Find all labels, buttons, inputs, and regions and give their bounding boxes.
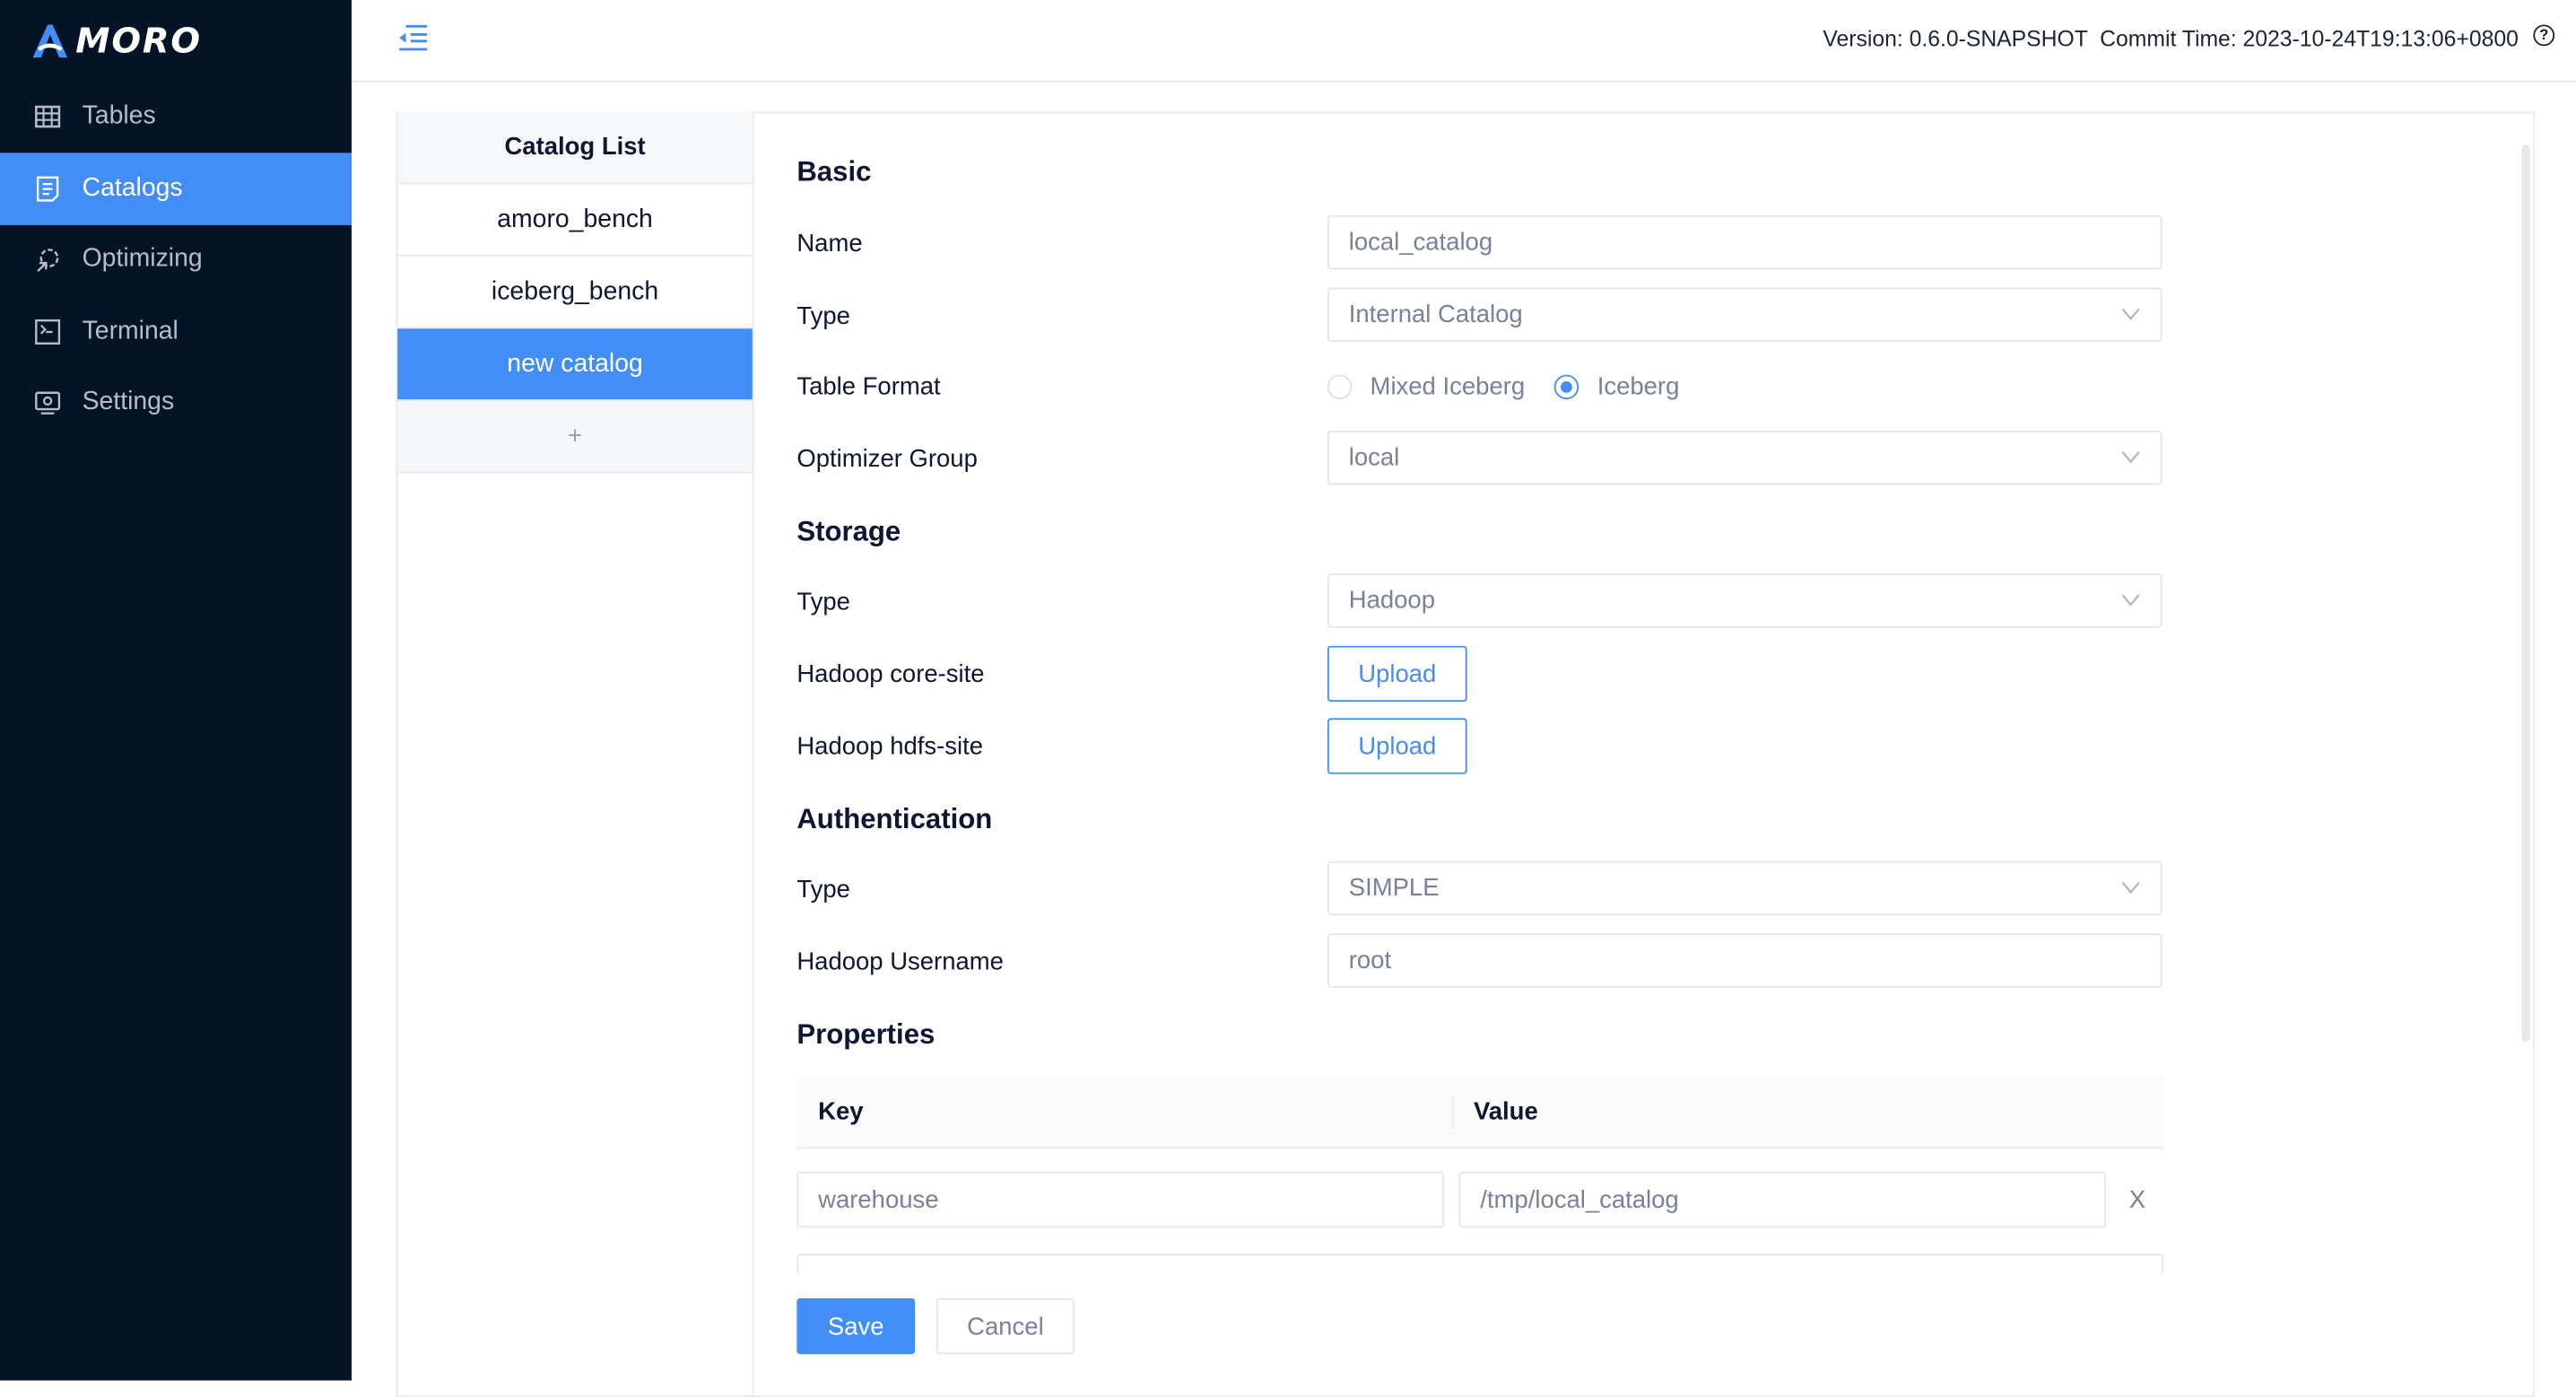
table-format-radio-group: Mixed Iceberg Iceberg bbox=[1327, 373, 1679, 401]
sidebar-item-label: Terminal bbox=[82, 317, 178, 345]
section-properties: Properties bbox=[796, 1018, 936, 1051]
name-label: Name bbox=[796, 230, 863, 258]
name-input[interactable]: local_catalog bbox=[1327, 214, 2163, 270]
radio-iceberg[interactable] bbox=[1554, 374, 1580, 400]
catalog-list-title: Catalog List bbox=[397, 111, 753, 185]
add-catalog-button[interactable]: + bbox=[397, 400, 753, 474]
header: Version: 0.6.0-SNAPSHOT Commit Time: 202… bbox=[351, 0, 2576, 83]
version-text: Version: 0.6.0-SNAPSHOT bbox=[1823, 26, 2088, 51]
logo[interactable]: MORO bbox=[30, 16, 202, 65]
scrollbar[interactable] bbox=[2521, 144, 2530, 1043]
chevron-down-icon bbox=[2121, 308, 2140, 321]
sidebar: MORO Tables Catalogs Optimizing Terminal… bbox=[0, 0, 352, 1381]
catalog-item[interactable]: iceberg_bench bbox=[397, 257, 753, 329]
menu-fold-icon[interactable] bbox=[396, 23, 429, 59]
chevron-down-icon bbox=[2121, 881, 2140, 895]
catalog-list: Catalog List amoro_bench iceberg_bench n… bbox=[396, 111, 754, 1394]
storage-type-value: Hadoop bbox=[1348, 586, 1435, 616]
auth-type-select[interactable]: SIMPLE bbox=[1327, 860, 2163, 916]
catalog-type-value: Internal Catalog bbox=[1348, 301, 1523, 329]
storage-type-label: Type bbox=[796, 588, 850, 616]
version-info: Version: 0.6.0-SNAPSHOT Commit Time: 202… bbox=[1823, 26, 2518, 50]
sidebar-item-tables[interactable]: Tables bbox=[0, 81, 352, 153]
optimizing-gear-icon bbox=[34, 247, 60, 273]
optimizer-group-value: local bbox=[1348, 443, 1400, 472]
hdfs-site-label: Hadoop hdfs-site bbox=[796, 732, 984, 762]
chevron-down-icon bbox=[2121, 450, 2140, 464]
key-header: Key bbox=[818, 1097, 864, 1126]
settings-icon bbox=[34, 389, 61, 415]
properties-table-header: Key Value bbox=[796, 1076, 2164, 1149]
column-divider bbox=[1452, 1096, 1454, 1130]
help-icon[interactable]: ? bbox=[2533, 24, 2555, 47]
core-site-label: Hadoop core-site bbox=[796, 660, 985, 689]
upload-core-site-button[interactable]: Upload bbox=[1327, 645, 1467, 703]
catalog-item[interactable]: amoro_bench bbox=[397, 184, 753, 257]
property-key: warehouse bbox=[818, 1185, 939, 1214]
commit-time: Commit Time: 2023-10-24T19:13:06+0800 bbox=[2100, 26, 2519, 51]
logo-text: MORO bbox=[75, 21, 202, 61]
sidebar-item-optimizing[interactable]: Optimizing bbox=[0, 223, 352, 296]
name-value: local_catalog bbox=[1348, 228, 1493, 257]
optimizer-group-select[interactable]: local bbox=[1327, 430, 2163, 485]
table-format-label: Table Format bbox=[796, 372, 941, 401]
sidebar-item-settings[interactable]: Settings bbox=[0, 366, 352, 439]
radio-mixed-iceberg[interactable] bbox=[1327, 374, 1353, 400]
add-property-row[interactable] bbox=[796, 1253, 2164, 1274]
catalog-icon bbox=[34, 176, 60, 202]
hadoop-username-input[interactable]: root bbox=[1327, 933, 2163, 988]
section-storage: Storage bbox=[796, 516, 901, 547]
sidebar-item-label: Tables bbox=[82, 101, 156, 130]
value-header: Value bbox=[1473, 1097, 1538, 1126]
amoro-logo-icon bbox=[32, 24, 68, 58]
radio-label: Mixed Iceberg bbox=[1370, 372, 1526, 401]
sidebar-item-label: Settings bbox=[82, 388, 175, 416]
catalog-item-selected[interactable]: new catalog bbox=[397, 328, 753, 401]
catalog-type-select[interactable]: Internal Catalog bbox=[1327, 287, 2163, 342]
sidebar-item-label: Catalogs bbox=[82, 174, 183, 203]
sidebar-item-terminal[interactable]: Terminal bbox=[0, 296, 352, 369]
property-key-input[interactable]: warehouse bbox=[796, 1171, 1444, 1228]
property-value-input[interactable]: /tmp/local_catalog bbox=[1458, 1171, 2107, 1228]
optimizer-group-label: Optimizer Group bbox=[796, 445, 978, 474]
remove-property-icon[interactable]: X bbox=[2128, 1186, 2146, 1215]
section-basic: Basic bbox=[796, 156, 872, 188]
auth-type-value: SIMPLE bbox=[1348, 874, 1440, 903]
radio-label: Iceberg bbox=[1597, 372, 1680, 401]
chevron-down-icon bbox=[2121, 594, 2140, 607]
terminal-icon bbox=[34, 319, 61, 345]
table-icon bbox=[34, 103, 61, 129]
hadoop-username-value: root bbox=[1348, 947, 1392, 975]
section-authentication: Authentication bbox=[796, 803, 993, 835]
storage-type-select[interactable]: Hadoop bbox=[1327, 573, 2163, 628]
property-value: /tmp/local_catalog bbox=[1480, 1185, 1679, 1214]
sidebar-item-catalogs[interactable]: Catalogs bbox=[0, 153, 352, 225]
save-button[interactable]: Save bbox=[796, 1297, 916, 1355]
upload-hdfs-site-button[interactable]: Upload bbox=[1327, 718, 1467, 774]
auth-type-label: Type bbox=[796, 876, 850, 904]
type-label: Type bbox=[796, 302, 850, 331]
cancel-button[interactable]: Cancel bbox=[936, 1297, 1075, 1355]
hadoop-username-label: Hadoop Username bbox=[796, 947, 1004, 976]
sidebar-item-label: Optimizing bbox=[82, 244, 203, 274]
